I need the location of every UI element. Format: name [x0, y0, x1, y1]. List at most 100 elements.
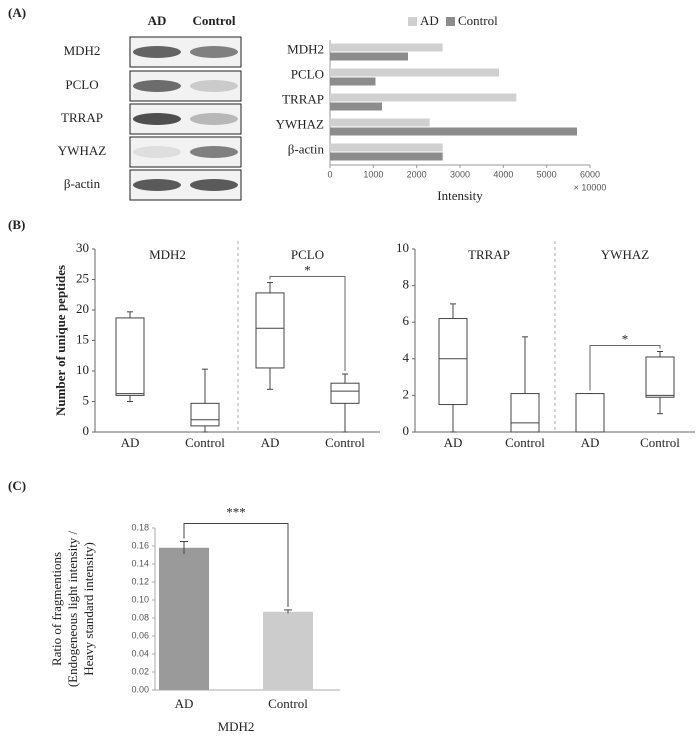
blot-row-label: β-actin	[64, 176, 101, 191]
y-tick-label: 6	[403, 313, 410, 328]
y-tick-label: 0.10	[131, 594, 149, 604]
panel-label: (B)	[8, 217, 25, 232]
bar	[330, 68, 499, 77]
panel-label: (C)	[8, 478, 26, 493]
x-tick-label: AD	[444, 435, 463, 450]
x-tick-label: Control	[640, 435, 680, 450]
x-tick-label: AD	[581, 435, 600, 450]
y-axis-label: (Endogeneous light intensity /	[65, 530, 80, 687]
blot-row-label: PCLO	[65, 77, 98, 92]
y-tick-label: 20	[76, 301, 89, 316]
x-axis-label: MDH2	[218, 719, 255, 734]
y-tick-label: 0.08	[131, 612, 149, 622]
y-tick-label: 0.18	[131, 522, 149, 532]
lane-label: Control	[192, 13, 235, 28]
y-tick-label: 30	[76, 240, 89, 255]
axis-annotation: × 10000	[574, 182, 607, 192]
box	[575, 393, 605, 433]
legend-swatch	[446, 17, 455, 26]
bar	[330, 152, 443, 161]
significance-mark: ***	[226, 504, 246, 519]
x-tick-label: 2000	[407, 169, 427, 179]
x-tick-label: Control	[325, 435, 365, 450]
blot-band	[190, 113, 238, 125]
bar	[330, 127, 577, 136]
box	[330, 382, 360, 404]
bar	[330, 43, 443, 52]
subplot-title: YWHAZ	[601, 247, 649, 262]
y-tick-label: 0.16	[131, 540, 149, 550]
box	[115, 317, 145, 396]
blot-band	[133, 179, 181, 191]
x-tick-label: 6000	[580, 169, 600, 179]
y-tick-label: 10	[396, 240, 409, 255]
legend-label: AD	[420, 13, 439, 28]
y-tick-label: 0.00	[131, 684, 149, 694]
y-tick-label: 25	[76, 270, 89, 285]
subplot-title: TRRAP	[468, 247, 510, 262]
subplot-title: PCLO	[291, 247, 324, 262]
blot-row-label: YWHAZ	[58, 143, 106, 158]
y-tick-label: TRRAP	[282, 91, 324, 106]
x-tick-label: 5000	[537, 169, 557, 179]
significance-mark: *	[304, 263, 311, 278]
bar	[330, 102, 382, 111]
y-tick-label: MDH2	[287, 41, 324, 56]
x-axis-label: Intensity	[437, 188, 483, 203]
y-tick-label: 15	[76, 331, 89, 346]
bar	[263, 611, 313, 690]
bar	[159, 547, 209, 690]
y-tick-label: 0.14	[131, 558, 149, 568]
y-tick-label: 0	[403, 423, 410, 438]
significance-mark: *	[622, 331, 629, 346]
y-tick-label: β-actin	[288, 141, 325, 156]
x-tick-label: 0	[327, 169, 332, 179]
y-tick-label: 0.06	[131, 630, 149, 640]
bar	[330, 77, 376, 86]
x-tick-label: Control	[185, 435, 225, 450]
significance-bracket	[269, 276, 346, 372]
blot-band	[133, 80, 181, 92]
y-tick-label: 0.12	[131, 576, 149, 586]
y-axis-label: Heavy standard intensity)	[81, 542, 96, 676]
x-tick-label: AD	[121, 435, 140, 450]
blot-band	[133, 113, 181, 125]
y-tick-label: 10	[76, 362, 89, 377]
x-tick-label: 1000	[363, 169, 383, 179]
x-tick-label: AD	[175, 696, 194, 711]
box	[510, 393, 540, 433]
y-axis-label: Ratio of fragmentions	[49, 552, 64, 666]
bar	[330, 93, 517, 102]
bar	[330, 118, 430, 127]
y-axis-label: Number of unique peptides	[53, 265, 68, 416]
box	[645, 356, 675, 398]
lane-label: AD	[148, 13, 167, 28]
bar	[330, 52, 408, 61]
y-tick-label: 8	[403, 277, 410, 292]
blot-band	[190, 179, 238, 191]
blot-row-label: TRRAP	[61, 110, 103, 125]
y-tick-label: 4	[403, 350, 410, 365]
box	[190, 402, 220, 427]
blot-row-label: MDH2	[64, 43, 101, 58]
y-tick-label: 2	[403, 386, 410, 401]
y-tick-label: 5	[83, 392, 90, 407]
box	[255, 292, 285, 369]
box	[438, 318, 468, 406]
subplot-title: MDH2	[149, 247, 186, 262]
blot-band	[190, 146, 238, 158]
y-tick-label: PCLO	[291, 66, 324, 81]
blot-band	[133, 146, 181, 158]
blot-band	[190, 46, 238, 58]
panel-label: (A)	[8, 5, 26, 20]
y-tick-label: 0	[83, 423, 90, 438]
x-tick-label: Control	[505, 435, 545, 450]
legend-label: Control	[458, 13, 498, 28]
significance-bracket	[589, 344, 661, 391]
y-tick-label: 0.02	[131, 666, 149, 676]
significance-bracket	[183, 523, 289, 607]
y-tick-label: YWHAZ	[276, 116, 324, 131]
blot-band	[133, 46, 181, 58]
bar	[330, 143, 443, 152]
